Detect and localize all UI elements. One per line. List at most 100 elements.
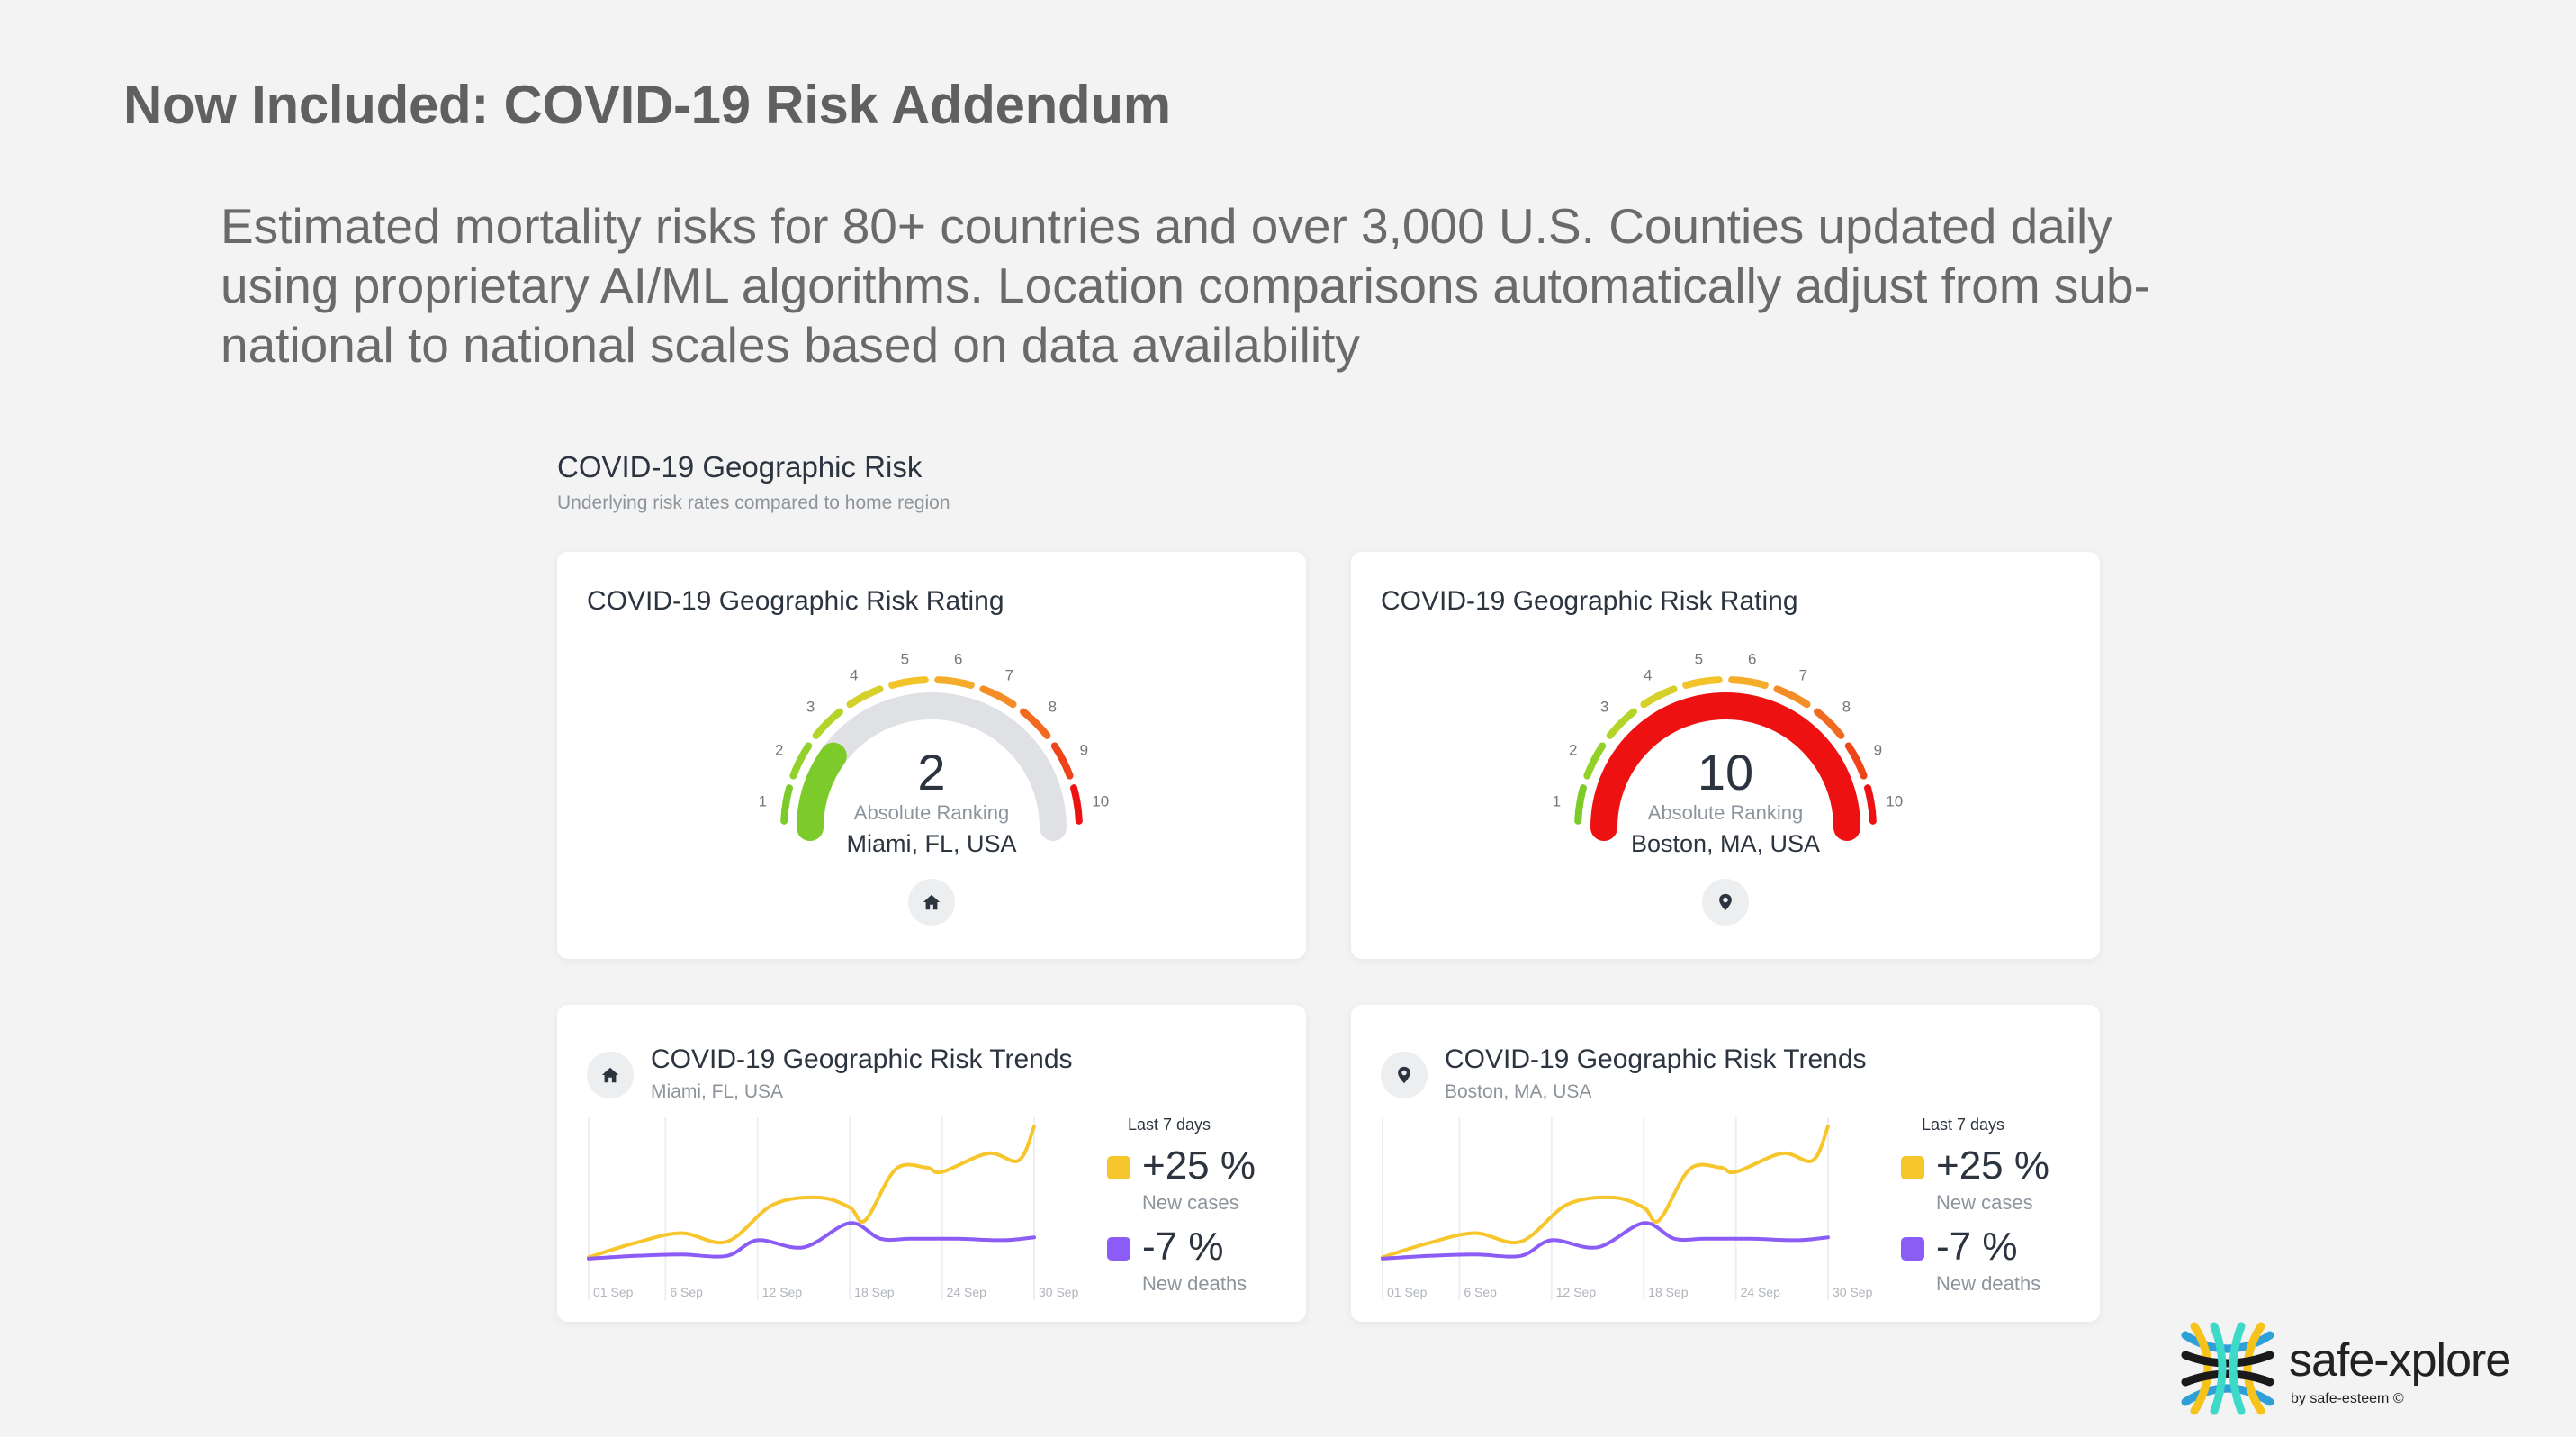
deaths-change-value: -7 % (1936, 1225, 2018, 1269)
gauge-tick-label: 9 (1874, 742, 1882, 759)
gauge-tick-label: 1 (1553, 792, 1561, 809)
legend-heading: Last 7 days (1127, 1116, 1211, 1134)
intro-text: Estimated mortality risks for 80+ countr… (221, 198, 2150, 373)
gauge-location: Boston, MA, USA (1630, 830, 1821, 857)
risk-rating-card-destination: COVID-19 Geographic Risk Rating 1 2 3 4 5 6 7 8… (1351, 552, 2100, 959)
trend-title: COVID-19 Geographic Risk Trends (1445, 1044, 1867, 1074)
gauge-tick-label: 2 (1569, 742, 1577, 759)
gauge-segment (1728, 676, 1769, 689)
trend-title: COVID-19 Geographic Risk Trends (651, 1044, 1073, 1074)
chart-x-tick-label: 30 Sep (1039, 1285, 1079, 1299)
chart-x-tick-label: 6 Sep (1464, 1285, 1497, 1299)
risk-gauge: 1 2 3 4 5 6 7 8 9 10 (759, 650, 1109, 841)
gauge-tick-label: 7 (1005, 667, 1013, 684)
gauge-tick-label: 3 (806, 699, 815, 716)
gauge-value: 10 (1697, 744, 1754, 800)
brand-logo: safe-xplore by safe-esteem © (2178, 1319, 2556, 1418)
safe-xplore-logo-mark (2181, 1322, 2274, 1415)
gauge-segment (1606, 708, 1637, 739)
chart-x-tick-label: 24 Sep (947, 1285, 987, 1299)
chart-x-tick-label: 12 Sep (1556, 1285, 1597, 1299)
risk-gauge: 1 2 3 4 5 6 7 8 9 10 (1553, 650, 1903, 841)
gauge-label: Absolute Ranking (853, 801, 1010, 824)
card-title: COVID-19 Geographic Risk Rating (1381, 586, 1798, 616)
gauge-tick-label: 8 (1049, 699, 1057, 716)
chart-x-tick-label: 01 Sep (1387, 1285, 1428, 1299)
gauge-segment (780, 784, 793, 825)
logo-tagline: by safe-esteem © (2291, 1391, 2404, 1406)
gauge-tick-label: 3 (1600, 699, 1608, 716)
gauge-segment (1682, 676, 1723, 689)
gauge-segment (1814, 708, 1845, 739)
home-icon[interactable] (587, 1052, 634, 1098)
section-subtitle: Underlying risk rates compared to home r… (557, 493, 950, 513)
map-pin-icon[interactable] (1702, 879, 1749, 926)
map-pin-icon[interactable] (1381, 1052, 1428, 1098)
deaths-change-value: -7 % (1142, 1225, 1224, 1269)
gauge-segment (1583, 742, 1607, 780)
gauge-segment (812, 708, 843, 739)
gauge-value: 2 (917, 744, 946, 800)
gauge-tick-label: 10 (1886, 792, 1903, 809)
gauge-segment (1773, 685, 1811, 709)
deaths-label: New deaths (1142, 1272, 1247, 1295)
legend-heading: Last 7 days (1921, 1116, 2005, 1134)
gauge-tick-label: 5 (1695, 650, 1703, 667)
gauge-tick-label: 2 (775, 742, 783, 759)
series-line-new-cases (587, 1125, 1036, 1260)
risk-rating-card-home: COVID-19 Geographic Risk Rating 1 2 3 4 5 6 7 8… (557, 552, 1306, 959)
gauge-tick-label: 10 (1092, 792, 1109, 809)
gauge-segment (979, 685, 1017, 709)
cases-swatch (1901, 1156, 1924, 1179)
gauge-tick-label: 7 (1799, 667, 1807, 684)
gauge-segment (1050, 742, 1074, 780)
gauge-segment (1844, 742, 1868, 780)
series-line-new-cases (1381, 1125, 1830, 1260)
home-icon[interactable] (908, 879, 955, 926)
series-line-new-deaths (1381, 1221, 1830, 1261)
logo-name: safe-xplore (2289, 1334, 2511, 1387)
deaths-label: New deaths (1936, 1272, 2041, 1295)
chart-x-tick-label: 12 Sep (762, 1285, 803, 1299)
gauge-tick-label: 4 (850, 667, 858, 684)
trend-location: Boston, MA, USA (1445, 1081, 1592, 1102)
gauge-segment (789, 742, 813, 780)
gauge-tick-label: 5 (901, 650, 909, 667)
trend-location: Miami, FL, USA (651, 1081, 784, 1102)
chart-x-tick-label: 6 Sep (670, 1285, 703, 1299)
trend-line-chart: 01 Sep 6 Sep 12 Sep 18 Sep 24 Sep 30 Sep (587, 1117, 1079, 1300)
trend-line-chart: 01 Sep 6 Sep 12 Sep 18 Sep 24 Sep 30 Sep (1381, 1117, 1873, 1300)
gauge-location: Miami, FL, USA (846, 830, 1017, 857)
gauge-segment (888, 676, 929, 689)
chart-x-tick-label: 18 Sep (854, 1285, 895, 1299)
gauge-fill (797, 742, 847, 841)
chart-x-tick-label: 30 Sep (1833, 1285, 1873, 1299)
gauge-segment (1640, 685, 1678, 709)
gauge-segment (846, 685, 884, 709)
card-title: COVID-19 Geographic Risk Rating (587, 586, 1004, 616)
gauge-tick-label: 6 (1748, 650, 1756, 667)
chart-x-tick-label: 18 Sep (1648, 1285, 1689, 1299)
cases-change-value: +25 % (1142, 1143, 1256, 1188)
chart-x-tick-label: 24 Sep (1741, 1285, 1781, 1299)
gauge-label: Absolute Ranking (1647, 801, 1804, 824)
deaths-swatch (1107, 1237, 1130, 1261)
gauge-tick-label: 8 (1842, 699, 1851, 716)
gauge-tick-label: 6 (954, 650, 962, 667)
gauge-segment (1574, 784, 1587, 825)
chart-x-tick-label: 01 Sep (593, 1285, 634, 1299)
gauge-segment (1070, 784, 1083, 825)
gauge-tick-label: 9 (1080, 742, 1088, 759)
gauge-segment (1020, 708, 1051, 739)
cases-swatch (1107, 1156, 1130, 1179)
cases-label: New cases (1936, 1191, 2033, 1214)
gauge-segment (1864, 784, 1877, 825)
gauge-tick-label: 1 (759, 792, 767, 809)
cases-label: New cases (1142, 1191, 1239, 1214)
cases-change-value: +25 % (1936, 1143, 2049, 1188)
risk-trends-card-destination: COVID-19 Geographic Risk Trends Boston, … (1351, 1005, 2100, 1322)
page-title: Now Included: COVID-19 Risk Addendum (123, 75, 1171, 135)
gauge-tick-label: 4 (1644, 667, 1652, 684)
section-title: COVID-19 Geographic Risk (557, 450, 923, 484)
series-line-new-deaths (587, 1221, 1036, 1261)
